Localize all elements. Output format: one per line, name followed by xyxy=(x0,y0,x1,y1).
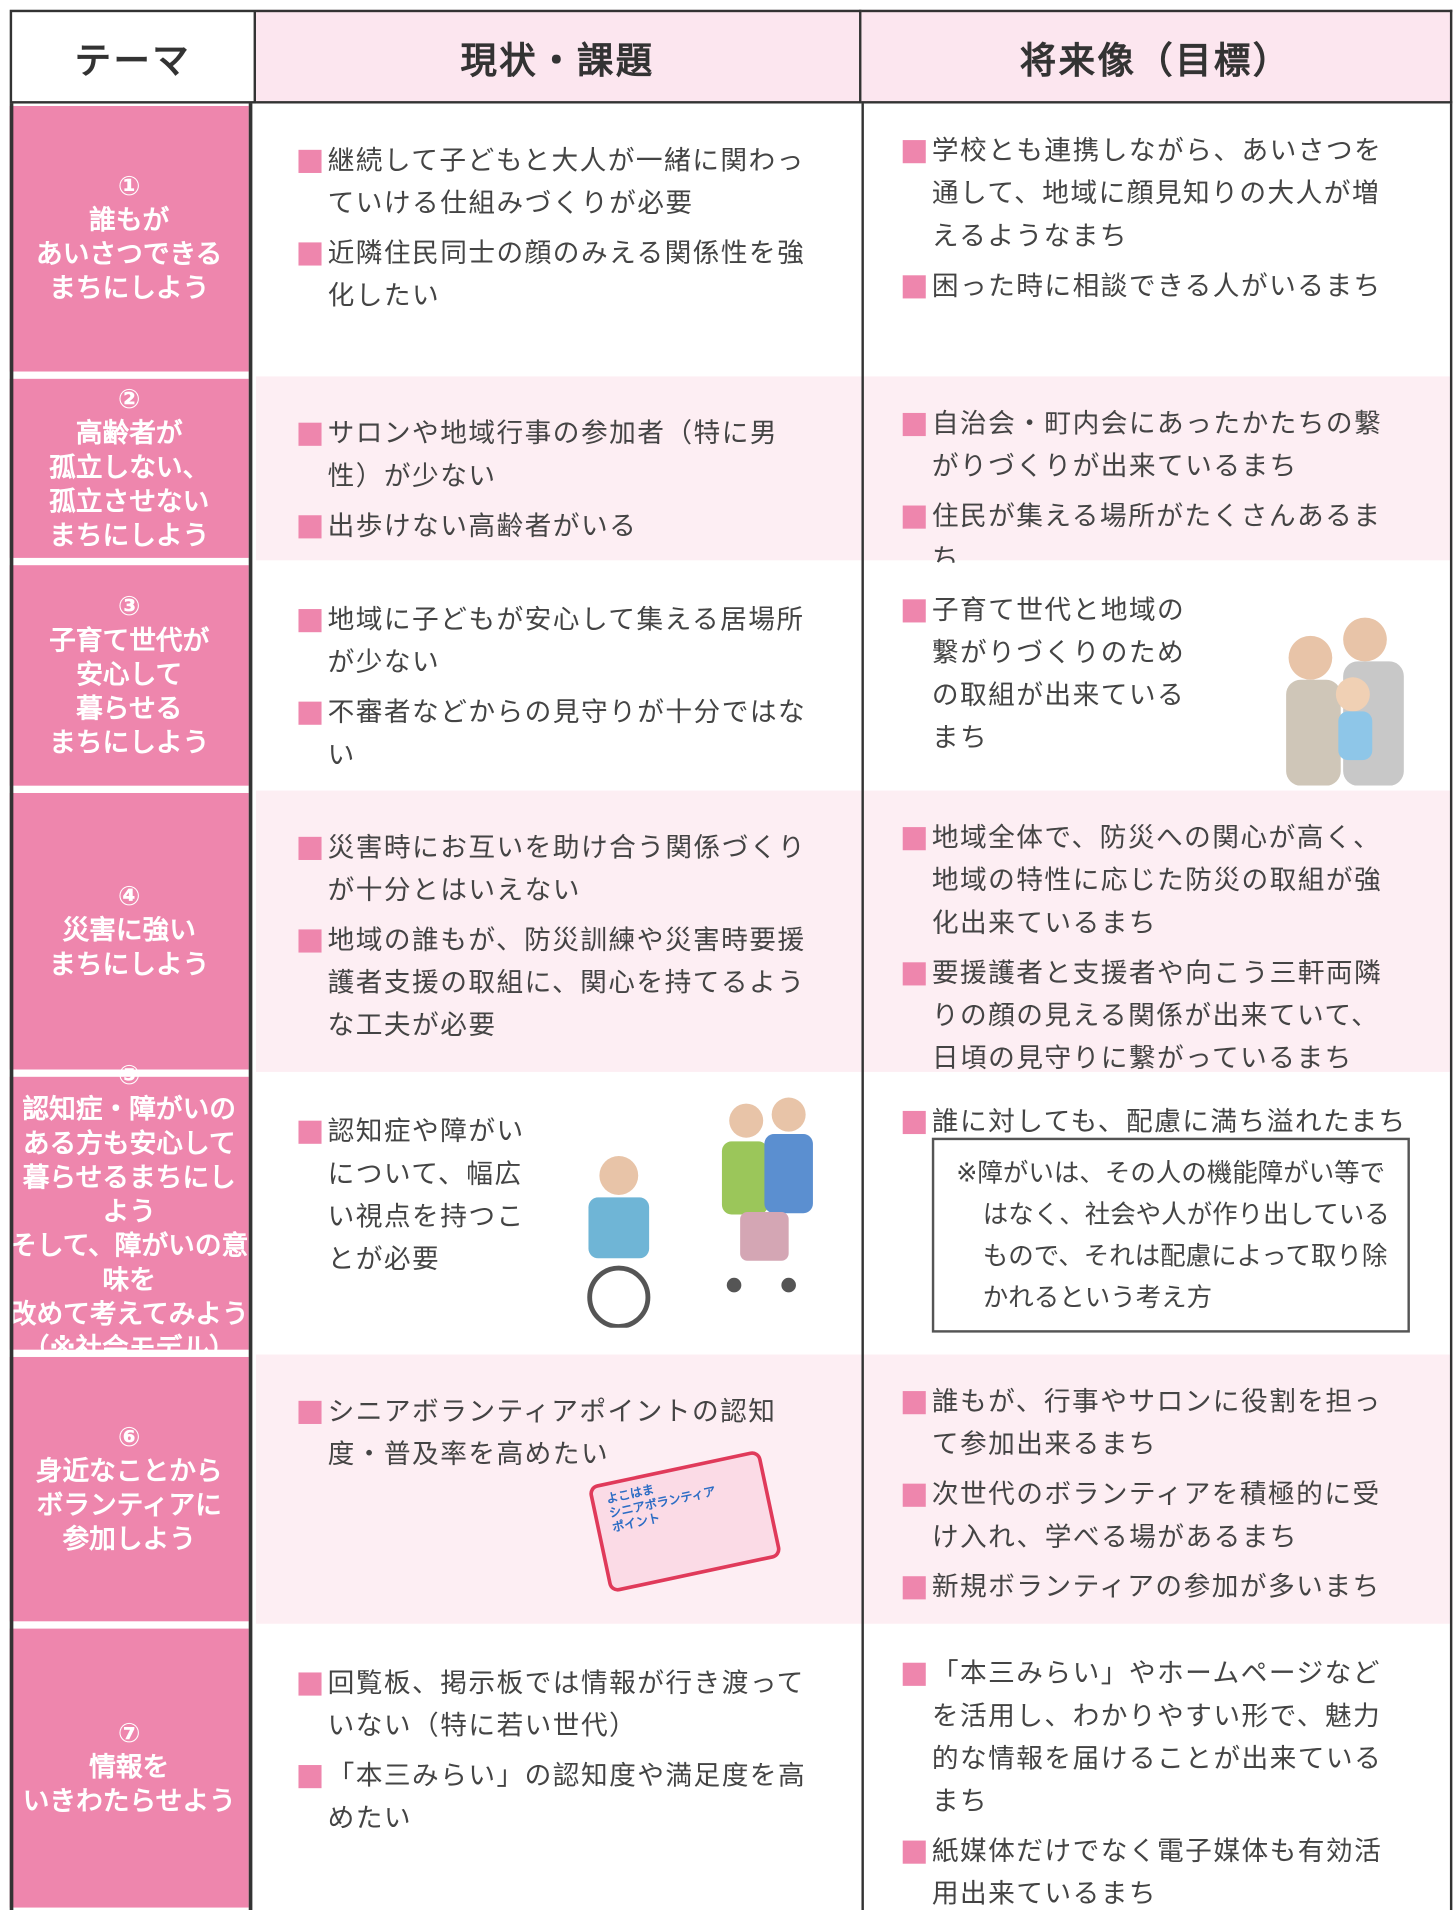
theme-line: 安心して xyxy=(76,659,183,691)
theme-line: 暮らせる xyxy=(76,693,183,725)
issue-item: 継続して子どもと大人が一緒に関わっていける仕組みづくりが必要 xyxy=(298,140,820,225)
issues-list: 認知症や障がいについて、幅広い視点を持つことが必要 xyxy=(298,1111,529,1289)
issue-item: 不審者などからの見守りが十分ではない xyxy=(298,692,820,777)
column-line xyxy=(1449,103,1453,1910)
theme-number: ② xyxy=(117,384,141,415)
theme-line: いきわたらせよう xyxy=(22,1786,236,1817)
theme-line: 誰もが xyxy=(89,205,170,237)
theme-number: ⑤ xyxy=(117,1060,141,1092)
issues-list: 回覧板、掲示板では情報が行き渡っていない（特に若い世代） 「本三みらい」の認知度や… xyxy=(298,1663,820,1848)
future-list: 誰に対しても、配慮に満ち溢れたまち xyxy=(902,1101,1413,1151)
row-bg xyxy=(256,1626,1453,1910)
theme-line: 認知症・障がいの xyxy=(22,1095,236,1126)
future-list: 子育て世代と地域の繋がりづくりのための取組が出来ているまち xyxy=(902,590,1194,768)
issue-item: 災害時にお互いを助け合う関係づくりが十分とはいえない xyxy=(298,827,820,912)
family-illustration xyxy=(1286,617,1404,786)
future-item: 次世代のボランティアを積極的に受け入れ、学べる場があるまち xyxy=(902,1474,1400,1559)
future-item: 子育て世代と地域の繋がりづくりのための取組が出来ているまち xyxy=(902,590,1194,761)
theme-cell: ① 誰もが あいさつできる まちにしよう xyxy=(9,105,249,372)
theme-line: 災害に強い xyxy=(62,915,196,946)
theme-line: ある方も安心して xyxy=(22,1129,236,1160)
illustration xyxy=(1268,609,1414,786)
theme-line: 子育て世代が xyxy=(49,625,210,656)
issues-list: 継続して子どもと大人が一緒に関わっていける仕組みづくりが必要 近隣住民同士の顔のみ… xyxy=(298,140,820,325)
theme-line: 暮らせるまちにしよう xyxy=(22,1163,236,1228)
theme-line: 改めて考えてみよう xyxy=(9,1299,249,1331)
theme-line: 孤立させない xyxy=(49,486,210,518)
theme-line: あいさつできる xyxy=(36,239,223,271)
future-item: 地域全体で、防災への関心が高く、地域の特性に応じた防災の取組が強化出来ているまち xyxy=(902,817,1400,945)
theme-line: 身近なことから xyxy=(35,1456,223,1487)
row-bg xyxy=(256,790,1453,1072)
row-bg xyxy=(256,1354,1453,1624)
future-item: 新規ボランティアの参加が多いまち xyxy=(902,1566,1400,1609)
header-cell: テーマ xyxy=(9,9,257,104)
issue-item: 地域の誰もが、防災訓練や災害時要援護者支援の取組に、関心を持てるような工夫が必要 xyxy=(298,920,820,1048)
theme-line: 参加しよう xyxy=(62,1524,196,1555)
theme-line: 情報を xyxy=(89,1752,170,1783)
row-bg xyxy=(256,103,1453,374)
theme-line: 高齢者が xyxy=(75,418,183,449)
issues-list: サロンや地域行事の参加者（特に男性）が少ない出歩けない高齢者がいる xyxy=(298,413,820,556)
note-box: ※障がいは、その人の機能障がい等ではなく、社会や人が作り出しているもので、それは… xyxy=(931,1137,1410,1333)
future-item: 誰に対しても、配慮に満ち溢れたまち xyxy=(902,1101,1413,1144)
theme-line: まちにしよう xyxy=(49,520,210,552)
issue-item: 「本三みらい」の認知度や満足度を高めたい xyxy=(298,1755,820,1840)
theme-number: ⑥ xyxy=(117,1422,141,1453)
theme-line: ボランティアに xyxy=(36,1490,222,1521)
row-bg xyxy=(256,376,1453,561)
theme-cell: ⑦ 情報を いきわたらせよう xyxy=(9,1628,249,1908)
theme-line: 孤立しない、 xyxy=(49,452,210,483)
issues-list: 地域に子どもが安心して集える居場所が少ない 不審者などからの見守りが十分ではない xyxy=(298,599,820,784)
issues-list: シニアボランティアポイントの認知度・普及率を高めたい xyxy=(298,1391,820,1484)
header-cell: 将来像（目標） xyxy=(861,9,1453,104)
future-item: 自治会・町内会にあったかたちの繋がりづくりが出来ているまち xyxy=(902,403,1400,488)
theme-number: ⑦ xyxy=(117,1718,141,1749)
theme-line: まちにしよう xyxy=(49,949,210,980)
row-bg xyxy=(256,562,1453,789)
issue-item: 地域に子どもが安心して集える居場所が少ない xyxy=(298,599,820,684)
theme-cell: ④ 災害に強い まちにしよう xyxy=(9,792,249,1070)
future-item: 要援護者と支援者や向こう三軒両隣りの顔の見える関係が出来ていて、日頃の見守りに繋… xyxy=(902,953,1400,1081)
theme-cell: ⑤ 認知症・障がいの ある方も安心して 暮らせるまちにしよう そして、障がいの意味を 改め… xyxy=(9,1061,249,1364)
theme-cell: ⑥ 身近なことから ボランティアに 参加しよう xyxy=(9,1356,249,1622)
future-list: 「本三みらい」やホームページなどを活用し、わかりやすい形で、魅力的な情報を届ける… xyxy=(902,1653,1400,1923)
column-line xyxy=(9,103,14,1910)
theme-line: まちにしよう xyxy=(49,274,210,305)
illustration xyxy=(564,1090,843,1329)
issue-item: シニアボランティアポイントの認知度・普及率を高めたい xyxy=(298,1391,820,1476)
future-list: 地域全体で、防災への関心が高く、地域の特性に応じた防災の取組が強化出来ているまち… xyxy=(902,817,1400,1087)
future-item: 誰もが、行事やサロンに役割を担って参加出来るまち xyxy=(902,1381,1400,1466)
future-item: 学校とも連携しながら、あいさつを通して、地域に顔見知りの大人が増えるようなまち xyxy=(902,130,1400,258)
theme-number: ④ xyxy=(117,881,141,912)
issue-item: 認知症や障がいについて、幅広い視点を持つことが必要 xyxy=(298,1111,529,1282)
theme-number: ① xyxy=(117,171,141,203)
issue-item: サロンや地域行事の参加者（特に男性）が少ない xyxy=(298,413,820,498)
future-item: 困った時に相談できる人がいるまち xyxy=(902,266,1400,309)
column-line xyxy=(248,103,253,1910)
future-list: 自治会・町内会にあったかたちの繋がりづくりが出来ているまち 住民が集える場所がたく… xyxy=(902,403,1400,588)
theme-cell: ② 高齢者が 孤立しない、 孤立させない まちにしよう xyxy=(9,378,249,558)
column-line xyxy=(861,103,864,1910)
future-item: 「本三みらい」やホームページなどを活用し、わかりやすい形で、魅力的な情報を届ける… xyxy=(902,1653,1400,1824)
header-cell: 現状・課題 xyxy=(256,9,862,104)
theme-cell: ③ 子育て世代が 安心して 暮らせる まちにしよう xyxy=(9,565,249,786)
theme-line: そして、障がいの意味を xyxy=(10,1231,249,1297)
theme-line: まちにしよう xyxy=(49,727,210,759)
issue-item: 回覧板、掲示板では情報が行き渡っていない（特に若い世代） xyxy=(298,1663,820,1748)
people-illustration xyxy=(587,1097,813,1329)
issue-item: 出歩けない高齢者がいる xyxy=(298,506,820,549)
issues-list: 災害時にお互いを助け合う関係づくりが十分とはいえない 地域の誰もが、防災訓練や災害… xyxy=(298,827,820,1055)
theme-number: ③ xyxy=(117,591,141,622)
future-list: 学校とも連携しながら、あいさつを通して、地域に顔見知りの大人が増えるようなまち困… xyxy=(902,130,1400,315)
issue-item: 近隣住民同士の顔のみえる関係性を強化したい xyxy=(298,233,820,318)
future-list: 誰もが、行事やサロンに役割を担って参加出来るまち 次世代のボランティアを積極的に受… xyxy=(902,1381,1400,1616)
future-item: 紙媒体だけでなく電子媒体も有効活用出来ているまち xyxy=(902,1831,1400,1916)
